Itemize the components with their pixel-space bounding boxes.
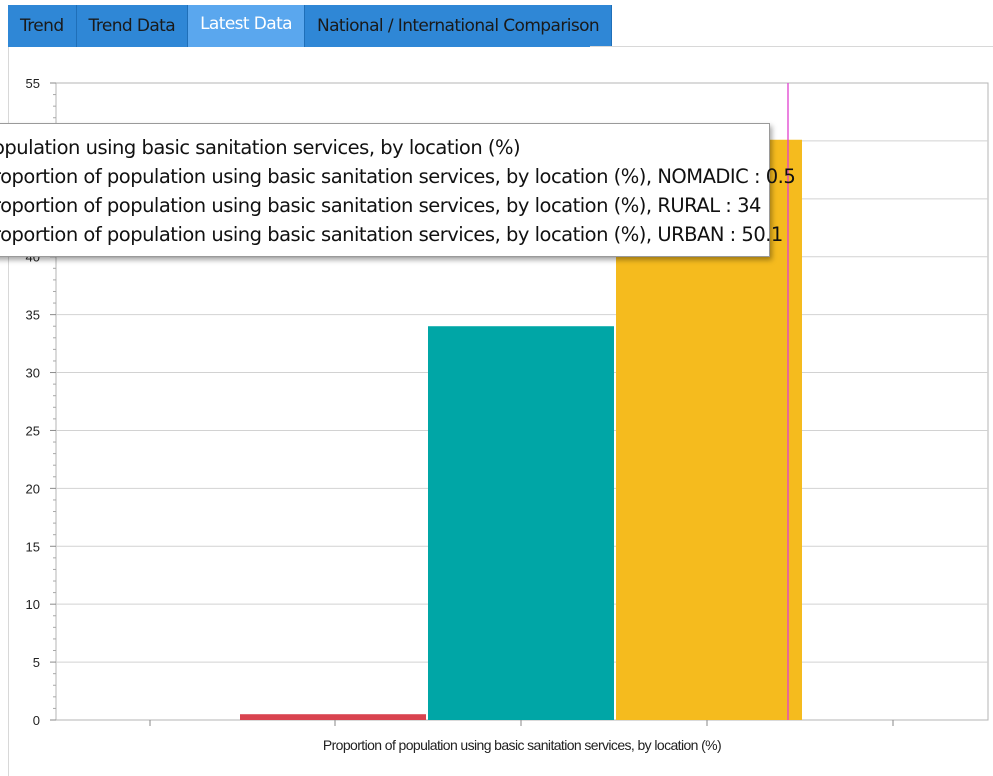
chart-tooltip: opulation using basic sanitation service… (0, 123, 796, 257)
tab-latest-data[interactable]: Latest Data (188, 5, 305, 47)
y-tick-label: 35 (26, 308, 40, 323)
tab-bar: Trend Trend Data Latest Data National / … (8, 5, 613, 47)
tooltip-line-nomadic: roportion of population using basic sani… (0, 165, 796, 188)
x-axis-label: Proportion of population using basic san… (323, 737, 721, 753)
panel-border (8, 47, 9, 776)
y-tick-label: 5 (33, 655, 40, 670)
tab-trend-data[interactable]: Trend Data (76, 5, 189, 47)
tab-national-international-comparison[interactable]: National / International Comparison (305, 5, 613, 47)
y-tick-label: 15 (26, 539, 40, 554)
y-tick-label: 25 (26, 423, 40, 438)
tooltip-line-rural: roportion of population using basic sani… (0, 194, 761, 217)
bar-nomadic (240, 714, 426, 720)
y-tick-label: 30 (26, 366, 40, 381)
bar-rural (428, 326, 614, 720)
y-tick-label: 20 (26, 481, 40, 496)
tooltip-line-urban: roportion of population using basic sani… (0, 223, 783, 246)
tooltip-title: opulation using basic sanitation service… (0, 136, 521, 159)
tab-underline (590, 46, 993, 47)
tab-trend[interactable]: Trend (8, 5, 77, 47)
y-tick-label: 55 (26, 76, 40, 91)
y-tick-label: 0 (33, 713, 40, 728)
y-tick-labels: 0510152025303540455055 (26, 76, 40, 728)
y-tick-label: 10 (26, 597, 40, 612)
